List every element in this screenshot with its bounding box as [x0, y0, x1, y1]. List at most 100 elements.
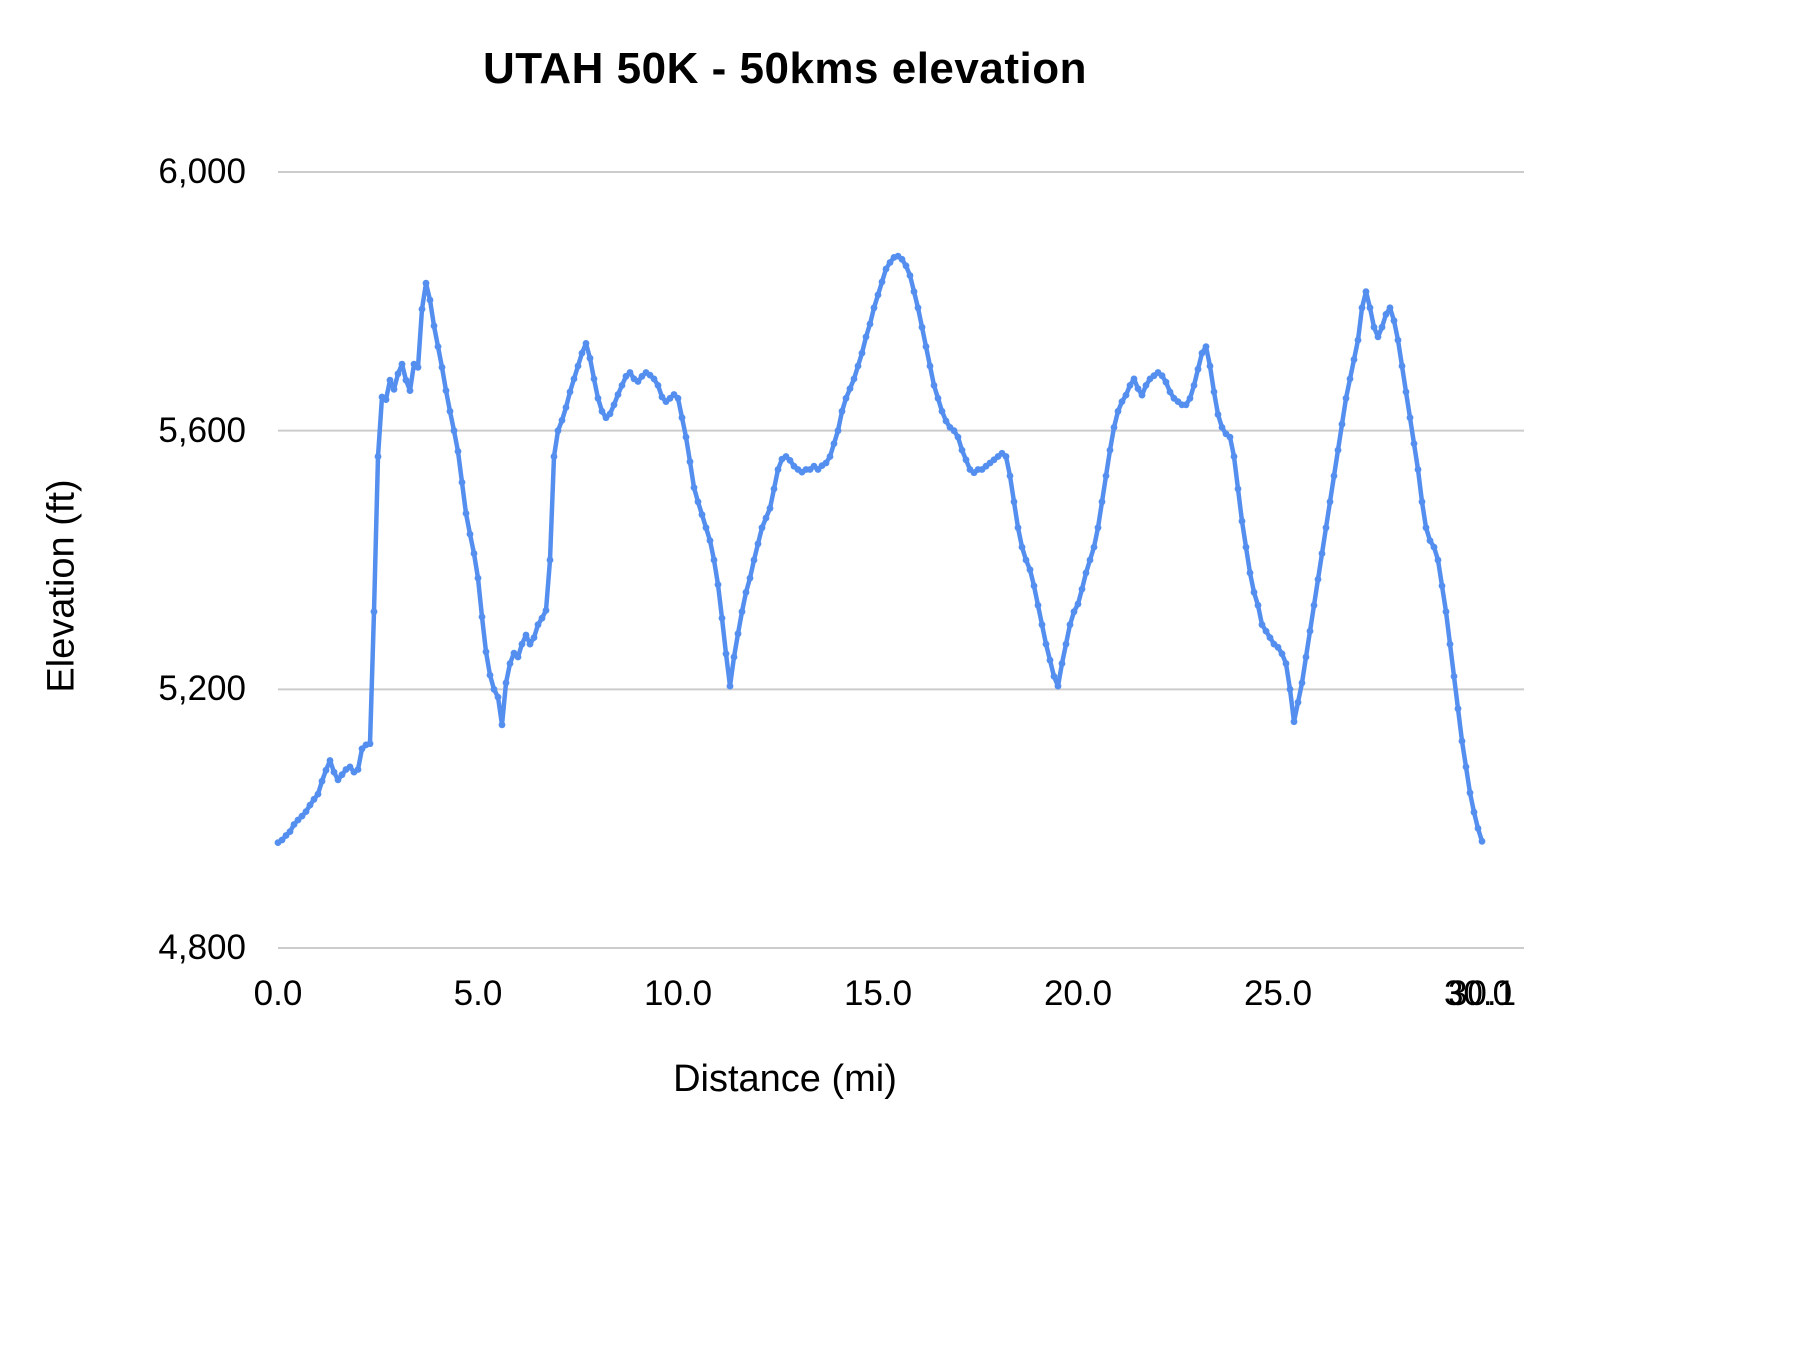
- data-point-marker: [774, 466, 782, 473]
- data-point-marker: [338, 771, 346, 779]
- data-point-marker: [882, 265, 890, 273]
- data-point-marker: [1434, 556, 1442, 564]
- data-point-marker: [382, 396, 390, 403]
- data-point-marker: [322, 766, 330, 774]
- data-point-marker: [710, 556, 718, 564]
- data-point-marker: [1298, 679, 1306, 687]
- data-point-marker: [450, 427, 458, 435]
- data-point-marker: [374, 453, 382, 460]
- data-point-marker: [1002, 453, 1010, 460]
- data-point-marker: [1262, 627, 1270, 635]
- y-tick-label: 5,200: [158, 669, 246, 709]
- data-point-marker: [958, 446, 966, 454]
- data-point-marker: [1122, 391, 1130, 399]
- data-point-marker: [690, 484, 698, 491]
- data-point-marker: [434, 343, 442, 350]
- data-point-marker: [610, 401, 618, 409]
- data-point-marker: [1406, 414, 1414, 422]
- data-point-marker: [1478, 837, 1486, 845]
- data-point-marker: [1030, 582, 1038, 590]
- data-point-marker: [1230, 453, 1238, 460]
- data-point-marker: [914, 304, 922, 312]
- data-point-marker: [606, 410, 614, 418]
- data-point-marker: [626, 369, 634, 376]
- data-point-marker: [454, 448, 462, 455]
- data-point-marker: [482, 648, 490, 656]
- data-point-marker: [1214, 411, 1222, 418]
- data-point-marker: [682, 433, 690, 441]
- data-point-marker: [834, 427, 842, 435]
- data-point-marker: [1250, 588, 1258, 596]
- data-point-marker: [1386, 304, 1394, 312]
- data-point-marker: [1026, 566, 1034, 574]
- data-point-marker: [842, 394, 850, 402]
- data-point-marker: [1102, 472, 1110, 480]
- data-point-marker: [1426, 537, 1434, 544]
- data-point-marker: [1266, 634, 1274, 641]
- data-point-marker: [1166, 388, 1174, 396]
- y-tick-label: 4,800: [158, 928, 246, 967]
- data-point-marker: [762, 514, 770, 522]
- data-point-marker: [1238, 517, 1246, 525]
- data-point-marker: [1318, 550, 1326, 557]
- data-point-marker: [742, 588, 750, 596]
- data-point-marker: [1290, 718, 1298, 726]
- data-point-marker: [734, 630, 742, 638]
- data-point-marker: [1454, 705, 1462, 713]
- data-point-marker: [1342, 394, 1350, 402]
- data-point-marker: [1022, 556, 1030, 564]
- data-point-marker: [874, 291, 882, 299]
- data-point-marker: [302, 808, 310, 815]
- data-point-marker: [754, 540, 762, 548]
- data-point-marker: [1094, 524, 1102, 532]
- data-point-marker: [1162, 378, 1170, 386]
- data-point-marker: [598, 407, 606, 415]
- data-point-marker: [366, 740, 374, 748]
- data-point-marker: [674, 394, 682, 402]
- data-point-marker: [1366, 304, 1374, 312]
- data-point-marker: [1226, 433, 1234, 441]
- data-point-marker: [1378, 323, 1386, 331]
- data-point-marker: [1442, 608, 1450, 616]
- data-point-marker: [1010, 498, 1018, 506]
- data-point-marker: [1258, 621, 1266, 629]
- data-point-marker: [938, 407, 946, 415]
- data-point-marker: [406, 387, 414, 394]
- data-point-marker: [538, 614, 546, 622]
- data-point-marker: [1206, 362, 1214, 370]
- data-point-marker: [346, 763, 354, 771]
- data-point-marker: [1374, 333, 1382, 341]
- data-point-marker: [1470, 808, 1478, 816]
- data-point-marker: [1294, 698, 1302, 706]
- data-point-marker: [846, 385, 854, 392]
- data-point-marker: [1438, 582, 1446, 590]
- data-point-marker: [1254, 601, 1262, 609]
- data-point-marker: [1358, 304, 1366, 312]
- data-point-marker: [1046, 656, 1054, 664]
- data-point-marker: [1210, 388, 1218, 396]
- data-point-marker: [1350, 356, 1358, 363]
- data-point-marker: [534, 621, 542, 629]
- data-point-marker: [1278, 650, 1286, 658]
- data-point-marker: [386, 376, 394, 384]
- data-point-marker: [1422, 524, 1430, 532]
- data-point-marker: [1134, 385, 1142, 392]
- data-point-marker: [1034, 601, 1042, 609]
- data-point-marker: [866, 320, 874, 328]
- data-point-marker: [1430, 543, 1438, 551]
- data-point-marker: [1462, 763, 1470, 771]
- data-point-marker: [726, 682, 734, 690]
- data-point-marker: [902, 262, 910, 270]
- data-point-marker: [1402, 388, 1410, 396]
- data-point-marker: [1158, 372, 1166, 380]
- data-point-marker: [590, 375, 598, 383]
- data-point-marker: [850, 375, 858, 383]
- data-point-marker: [686, 458, 694, 466]
- data-point-marker: [470, 550, 478, 557]
- data-point-marker: [758, 524, 766, 532]
- data-point-marker: [886, 259, 894, 266]
- data-point-marker: [490, 685, 498, 693]
- data-point-marker: [286, 828, 294, 835]
- data-point-marker: [822, 459, 830, 467]
